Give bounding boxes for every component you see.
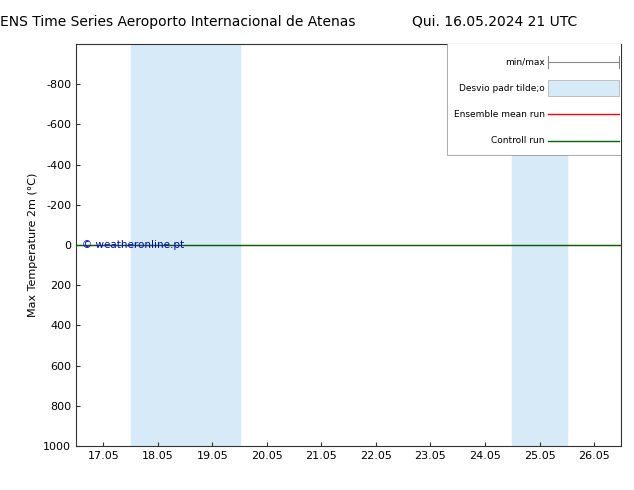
Bar (131, 44, 185, 446)
Point (146, 242, 154, 248)
Text: © weatheronline.pt: © weatheronline.pt (82, 240, 184, 250)
Bar (185, 44, 240, 446)
Point (154, 242, 162, 248)
Text: ENS Time Series Aeroporto Internacional de Atenas: ENS Time Series Aeroporto Internacional … (0, 15, 355, 29)
Point (146, 242, 154, 248)
Point (154, 242, 162, 248)
Point (154, 242, 162, 248)
Point (154, 242, 162, 248)
Text: min/max: min/max (505, 58, 545, 67)
Y-axis label: Max Temperature 2m (°C): Max Temperature 2m (°C) (28, 173, 37, 317)
Text: Controll run: Controll run (491, 136, 545, 145)
Text: Controll run: Controll run (491, 136, 545, 145)
Point (146, 242, 154, 248)
Point (154, 242, 162, 248)
Bar (548, 80, 619, 97)
Point (146, 242, 154, 248)
Point (146, 242, 154, 248)
Point (146, 242, 154, 248)
Point (146, 242, 154, 248)
Bar (548, 80, 619, 97)
Bar (447, 34, 621, 155)
Point (146, 242, 154, 248)
Text: Qui. 16.05.2024 21 UTC: Qui. 16.05.2024 21 UTC (412, 15, 577, 29)
Text: Ensemble mean run: Ensemble mean run (454, 110, 545, 119)
Point (146, 242, 154, 248)
Text: Desvio padr tilde;o: Desvio padr tilde;o (459, 84, 545, 93)
Point (154, 242, 162, 248)
Point (154, 242, 162, 248)
Text: Desvio padr tilde;o: Desvio padr tilde;o (459, 84, 545, 93)
Text: Ensemble mean run: Ensemble mean run (454, 110, 545, 119)
Point (154, 242, 162, 248)
Point (154, 242, 162, 248)
Bar (512, 44, 567, 446)
Point (146, 242, 154, 248)
Point (154, 242, 162, 248)
Text: min/max: min/max (505, 58, 545, 67)
